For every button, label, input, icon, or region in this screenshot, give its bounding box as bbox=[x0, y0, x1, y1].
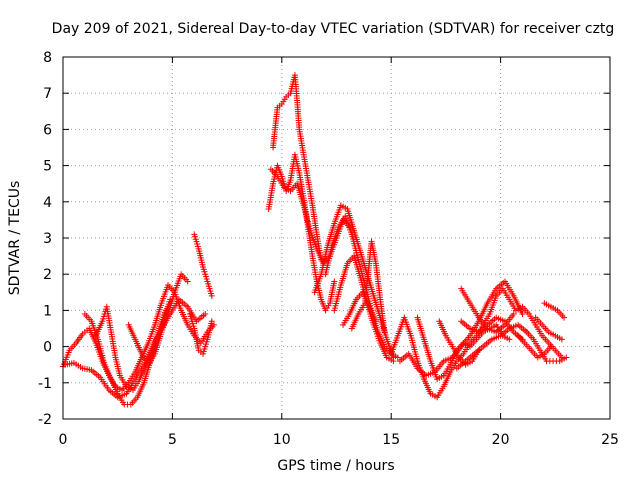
y-tick-label: 0 bbox=[43, 340, 52, 356]
series-sat-track-v bbox=[436, 318, 482, 368]
series-sat-track-h bbox=[265, 151, 338, 314]
series-sat-track-g bbox=[191, 231, 215, 299]
data-point bbox=[547, 343, 554, 350]
data-marks-layer bbox=[60, 72, 570, 408]
data-point bbox=[519, 311, 526, 318]
data-point bbox=[563, 354, 570, 361]
x-tick-label: 20 bbox=[492, 432, 510, 448]
data-point bbox=[184, 278, 191, 285]
data-point bbox=[390, 358, 397, 365]
data-point bbox=[202, 311, 209, 318]
series-sat-track-z bbox=[532, 314, 565, 343]
x-tick-label: 25 bbox=[601, 432, 619, 448]
series-sat-track-k bbox=[311, 202, 397, 361]
series-sat-track-n bbox=[340, 289, 379, 328]
y-tick-label: -1 bbox=[38, 376, 52, 392]
data-point bbox=[510, 311, 517, 318]
chart-title: Day 209 of 2021, Sidereal Day-to-day VTE… bbox=[52, 21, 615, 37]
data-point bbox=[210, 321, 217, 328]
data-point bbox=[208, 318, 215, 325]
data-point bbox=[506, 336, 513, 343]
data-point bbox=[381, 329, 388, 336]
series-sat-track-e bbox=[125, 271, 191, 368]
series-sat-track-u bbox=[458, 285, 517, 336]
data-point bbox=[372, 318, 379, 325]
series-sat-track-x bbox=[541, 300, 568, 321]
series-sat-track-m bbox=[331, 253, 397, 365]
x-tick-label: 10 bbox=[273, 432, 291, 448]
x-tick-label: 0 bbox=[59, 432, 68, 448]
y-tick-label: -2 bbox=[38, 412, 52, 428]
series-sat-track-y bbox=[523, 329, 570, 365]
data-point bbox=[331, 278, 338, 285]
y-tick-label: 5 bbox=[43, 159, 52, 175]
ticks-layer: 0 5 10 15 20 25 -2 -1 0 1 2 3 4 5 6 7 8 bbox=[38, 50, 619, 448]
y-tick-label: 4 bbox=[43, 195, 52, 211]
data-point bbox=[394, 354, 401, 361]
data-point bbox=[561, 314, 568, 321]
data-point bbox=[558, 336, 565, 343]
x-axis-label: GPS time / hours bbox=[277, 458, 394, 474]
y-tick-label: 3 bbox=[43, 231, 52, 247]
data-point bbox=[162, 307, 169, 314]
y-tick-label: 8 bbox=[43, 50, 52, 66]
x-tick-label: 5 bbox=[168, 432, 177, 448]
y-axis-label: SDTVAR / TECUs bbox=[7, 181, 23, 296]
y-tick-label: 7 bbox=[43, 86, 52, 102]
y-tick-label: 2 bbox=[43, 267, 52, 283]
series-sat-track-f bbox=[186, 311, 215, 357]
series-sat-track-j bbox=[267, 166, 353, 267]
x-tick-label: 15 bbox=[382, 432, 400, 448]
series-sat-track-p bbox=[388, 285, 565, 401]
y-tick-label: 1 bbox=[43, 303, 52, 319]
series-sat-track-o bbox=[348, 238, 388, 336]
y-tick-label: 6 bbox=[43, 122, 52, 138]
data-point bbox=[475, 347, 482, 354]
series-sat-track-w bbox=[515, 332, 554, 361]
data-point bbox=[208, 292, 215, 299]
grid-layer bbox=[63, 57, 610, 419]
series-sat-track-s bbox=[453, 321, 530, 372]
series-sat-track-d bbox=[92, 303, 169, 394]
